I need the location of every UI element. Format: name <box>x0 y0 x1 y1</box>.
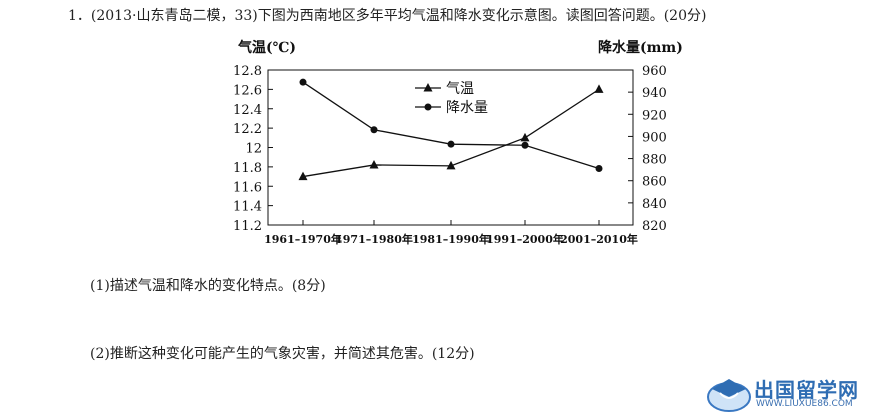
precipitation-point <box>595 165 603 173</box>
temperature-point <box>594 84 604 93</box>
left-tick-label: 12.4 <box>233 103 262 118</box>
right-axis-ticks: 960 940 920 900 880 860 840 820 <box>628 64 667 234</box>
x-tick-label: 1981–1990年 <box>412 232 490 246</box>
watermark-logo[interactable]: 出国留学网 WWW.LIUXUE86.COM <box>706 372 866 414</box>
precipitation-point <box>370 126 378 134</box>
left-tick-label: 12.2 <box>233 122 262 137</box>
x-tick-label: 1961–1970年 <box>264 232 342 246</box>
watermark-url: WWW.LIUXUE86.COM <box>756 399 853 409</box>
legend-label: 气温 <box>446 81 474 97</box>
right-tick-label: 840 <box>642 197 667 212</box>
legend-circle-icon <box>424 103 432 111</box>
left-axis-ticks: 12.8 12.6 12.4 12.2 12 11.8 11.6 11.4 11.2 <box>233 64 273 234</box>
sub-question-2: (2)推断这种变化可能产生的气象灾害，并简述其危害。(12分) <box>90 346 475 362</box>
temperature-point <box>446 160 456 170</box>
precipitation-point <box>299 78 307 86</box>
left-tick-label: 12.6 <box>233 83 262 98</box>
left-tick-label: 11.4 <box>233 200 262 215</box>
left-tick-label: 11.6 <box>233 180 262 195</box>
x-tick-label: 1971–1980年 <box>335 232 413 246</box>
x-tick-label: 1991–2000年 <box>486 232 564 246</box>
precipitation-point <box>521 141 529 149</box>
temperature-point <box>520 132 530 142</box>
series-layer <box>298 78 604 181</box>
right-tick-label: 860 <box>642 175 667 190</box>
precipitation-point <box>447 140 455 148</box>
left-tick-label: 11.8 <box>233 161 262 176</box>
left-tick-label: 12 <box>245 142 262 157</box>
right-tick-label: 880 <box>642 153 667 168</box>
x-tick-label: 2001–2010年 <box>560 232 638 246</box>
question-header: 1．(2013·山东青岛二模，33)下图为西南地区多年平均气温和降水变化示意图。… <box>68 8 707 24</box>
temperature-point <box>369 159 379 169</box>
legend-triangle-icon <box>423 83 433 92</box>
left-tick-label: 12.8 <box>233 64 262 79</box>
temperature-point <box>298 171 308 181</box>
right-tick-label: 940 <box>642 86 667 101</box>
right-tick-label: 920 <box>642 108 667 123</box>
right-tick-label: 820 <box>642 219 667 234</box>
right-tick-label: 960 <box>642 64 667 79</box>
right-axis-label: 降水量(mm) <box>598 39 683 56</box>
right-tick-label: 900 <box>642 130 667 145</box>
left-axis-label: 气温(℃) <box>237 39 296 56</box>
watermark-text: 出国留学网 <box>754 378 859 402</box>
cap-logo-icon <box>707 379 751 412</box>
legend-label: 降水量 <box>446 100 488 116</box>
sub-question-1: (1)描述气温和降水的变化特点。(8分) <box>90 278 326 294</box>
left-tick-label: 11.2 <box>233 219 262 234</box>
